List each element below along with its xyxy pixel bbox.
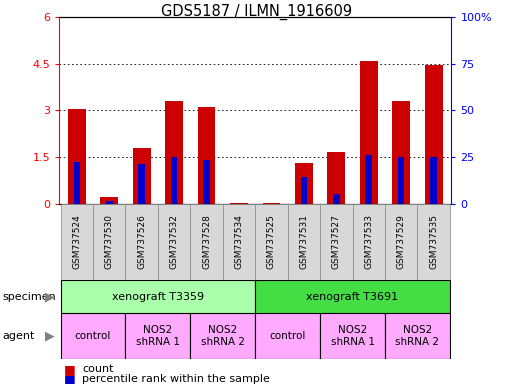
Text: specimen: specimen [3, 291, 56, 302]
Text: GSM737524: GSM737524 [72, 215, 82, 269]
Bar [68, 109, 86, 204]
Bar [101, 197, 118, 204]
Bar [255, 280, 450, 313]
Text: GSM737534: GSM737534 [234, 215, 244, 269]
Text: GSM737528: GSM737528 [202, 215, 211, 269]
Bar [385, 313, 450, 359]
Text: GSM737530: GSM737530 [105, 214, 114, 270]
Text: GSM737531: GSM737531 [300, 214, 308, 270]
Bar [203, 160, 210, 204]
Bar [61, 313, 126, 359]
Bar [425, 65, 443, 204]
Bar [223, 204, 255, 280]
Bar [392, 101, 410, 204]
Text: control: control [75, 331, 111, 341]
Text: NOS2
shRNA 2: NOS2 shRNA 2 [396, 325, 440, 347]
Bar [255, 204, 288, 280]
Bar [133, 148, 151, 204]
Text: GSM737535: GSM737535 [429, 214, 438, 270]
Text: NOS2
shRNA 1: NOS2 shRNA 1 [136, 325, 180, 347]
Bar [263, 203, 280, 204]
Text: GSM737529: GSM737529 [397, 215, 406, 269]
Bar [333, 194, 340, 204]
Text: GSM737533: GSM737533 [364, 214, 373, 270]
Text: GSM737532: GSM737532 [170, 215, 179, 269]
Text: NOS2
shRNA 1: NOS2 shRNA 1 [330, 325, 374, 347]
Text: xenograft T3691: xenograft T3691 [306, 291, 399, 302]
Text: percentile rank within the sample: percentile rank within the sample [82, 374, 270, 384]
Text: agent: agent [3, 331, 35, 341]
Bar [61, 280, 255, 313]
Text: GSM737527: GSM737527 [332, 215, 341, 269]
Text: xenograft T3359: xenograft T3359 [112, 291, 204, 302]
Bar [190, 204, 223, 280]
Text: NOS2
shRNA 2: NOS2 shRNA 2 [201, 325, 245, 347]
Bar [126, 204, 158, 280]
Text: count: count [82, 364, 113, 374]
Text: GSM737525: GSM737525 [267, 215, 276, 269]
Bar [385, 204, 418, 280]
Bar [190, 313, 255, 359]
Bar [295, 163, 313, 204]
Text: GSM737526: GSM737526 [137, 215, 146, 269]
Text: ■: ■ [64, 373, 76, 384]
Bar [139, 164, 145, 204]
Bar [288, 204, 320, 280]
Bar [126, 313, 190, 359]
Bar [165, 101, 183, 204]
Bar [398, 157, 404, 204]
Text: ▶: ▶ [46, 329, 55, 343]
Text: GDS5187 / ILMN_1916609: GDS5187 / ILMN_1916609 [161, 4, 352, 20]
Bar [320, 204, 352, 280]
Text: control: control [269, 331, 306, 341]
Bar [61, 204, 93, 280]
Bar [93, 204, 126, 280]
Bar [418, 204, 450, 280]
Bar [430, 157, 437, 204]
Bar [171, 157, 177, 204]
Bar [327, 152, 345, 204]
Bar [320, 313, 385, 359]
Bar [230, 203, 248, 204]
Text: ■: ■ [64, 363, 76, 376]
Bar [73, 162, 80, 204]
Bar [158, 204, 190, 280]
Bar [301, 177, 307, 204]
Text: ▶: ▶ [46, 290, 55, 303]
Bar [106, 201, 112, 204]
Bar [352, 204, 385, 280]
Bar [360, 61, 378, 204]
Bar [198, 107, 215, 204]
Bar [255, 313, 320, 359]
Bar [365, 156, 372, 204]
